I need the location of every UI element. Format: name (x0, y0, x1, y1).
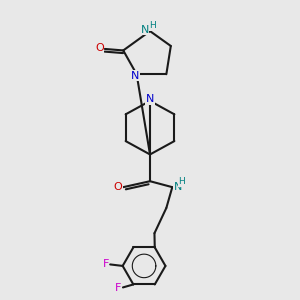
Text: H: H (178, 177, 185, 186)
Text: O: O (95, 44, 104, 53)
Text: H: H (150, 21, 156, 30)
Text: N: N (146, 94, 154, 104)
Text: N: N (131, 71, 139, 81)
Text: N: N (140, 25, 149, 34)
Text: N: N (174, 182, 182, 192)
Text: F: F (115, 283, 122, 293)
Text: O: O (113, 182, 122, 192)
Text: F: F (103, 259, 109, 269)
